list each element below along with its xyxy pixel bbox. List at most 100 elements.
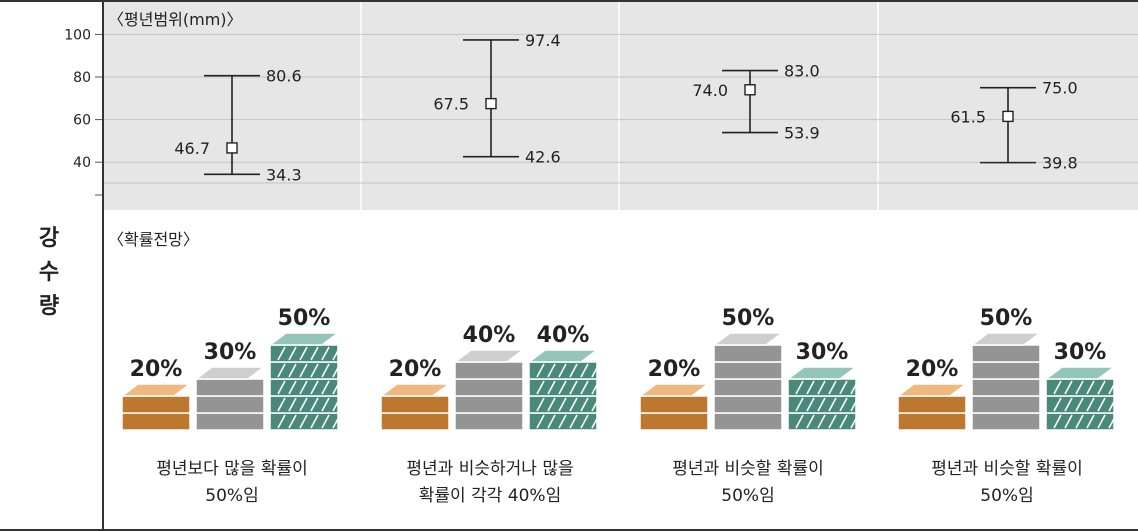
block-hatch — [299, 397, 308, 412]
block-hatch — [547, 414, 556, 429]
probability-label: 40% — [537, 323, 590, 348]
block-top — [895, 383, 969, 397]
block-hatch — [817, 380, 826, 395]
probability-label: 20% — [906, 357, 959, 382]
block-hatch — [332, 414, 341, 429]
block-hatch — [580, 414, 589, 429]
y-tick-label: 80 — [73, 70, 91, 86]
caption-line: 평년과 비슷할 확률이 — [672, 459, 824, 479]
block-hatch — [1064, 397, 1073, 412]
block-hatch — [277, 363, 286, 378]
block-hatch — [288, 397, 297, 412]
block-hatch — [277, 414, 286, 429]
block-hatch — [569, 397, 578, 412]
block-front — [454, 378, 524, 397]
block-top — [193, 366, 267, 380]
block-hatch — [795, 397, 804, 412]
block-hatch — [1108, 397, 1117, 412]
block-hatch — [1097, 380, 1106, 395]
block-top — [378, 383, 452, 397]
block-front — [639, 395, 709, 414]
block-front — [971, 344, 1041, 363]
low-value-label: 34.3 — [266, 165, 302, 184]
high-value-label: 75.0 — [1042, 79, 1078, 98]
precipitation-row-label: 강 수 량 — [34, 222, 64, 324]
block-top — [785, 366, 859, 380]
top-border — [0, 0, 1138, 2]
probability-label: 50% — [980, 306, 1033, 331]
y-tick-label: 100 — [64, 27, 91, 43]
block-hatch — [850, 414, 859, 429]
block-hatch — [580, 397, 589, 412]
block-hatch — [1053, 380, 1062, 395]
block-top — [526, 349, 600, 363]
block-hatch — [558, 363, 567, 378]
block-hatch — [299, 363, 308, 378]
block-front — [897, 395, 967, 414]
probability-label: 30% — [796, 340, 849, 365]
block-hatch — [1097, 397, 1106, 412]
block-hatch — [806, 397, 815, 412]
block-front — [971, 361, 1041, 380]
block-hatch — [277, 346, 286, 361]
forecast-caption: 평년과 비슷할 확률이 50%임 — [628, 456, 868, 510]
block-hatch — [321, 363, 330, 378]
block-hatch — [1053, 397, 1062, 412]
block-hatch — [277, 380, 286, 395]
block-hatch — [850, 397, 859, 412]
caption-line: 평년과 비슷하거나 많을 — [406, 459, 574, 479]
block-top — [637, 383, 711, 397]
block-hatch — [310, 346, 319, 361]
block-front — [195, 378, 265, 397]
block-hatch — [310, 380, 319, 395]
block-top — [711, 332, 785, 346]
side-label-char: 수 — [38, 260, 60, 285]
block-top — [969, 332, 1043, 346]
block-hatch — [795, 380, 804, 395]
block-hatch — [1053, 414, 1062, 429]
mid-value-label: 61.5 — [950, 107, 986, 126]
block-top — [452, 349, 526, 363]
block-hatch — [1064, 380, 1073, 395]
probability-label: 20% — [648, 357, 701, 382]
block-hatch — [817, 414, 826, 429]
block-front — [713, 361, 783, 380]
block-top — [119, 383, 193, 397]
block-hatch — [569, 414, 578, 429]
probability-label: 50% — [722, 306, 775, 331]
block-hatch — [591, 414, 600, 429]
block-hatch — [569, 380, 578, 395]
probability-label: 30% — [1054, 340, 1107, 365]
block-hatch — [1075, 397, 1084, 412]
block-hatch — [839, 414, 848, 429]
caption-line: 확률이 각각 40%임 — [418, 486, 562, 506]
caption-line: 평년과 비슷할 확률이 — [931, 459, 1083, 479]
block-hatch — [591, 380, 600, 395]
block-hatch — [299, 346, 308, 361]
block-hatch — [828, 414, 837, 429]
caption-line: 평년보다 많을 확률이 — [156, 459, 308, 479]
block-front — [639, 412, 709, 431]
high-value-label: 83.0 — [784, 62, 820, 81]
block-hatch — [1108, 380, 1117, 395]
block-hatch — [332, 380, 341, 395]
block-front — [380, 395, 450, 414]
block-hatch — [321, 414, 330, 429]
block-hatch — [288, 414, 297, 429]
bottom-border — [0, 529, 1138, 531]
median-marker — [226, 142, 238, 154]
block-hatch — [277, 397, 286, 412]
block-hatch — [536, 363, 545, 378]
block-hatch — [828, 380, 837, 395]
probability-label: 30% — [204, 340, 257, 365]
block-hatch — [828, 397, 837, 412]
mid-value-label: 46.7 — [174, 139, 210, 158]
probability-section-title: 〈확률전망〉 — [108, 230, 199, 249]
block-hatch — [806, 414, 815, 429]
block-front — [713, 395, 783, 414]
probability-label: 50% — [278, 306, 331, 331]
block-front — [971, 412, 1041, 431]
block-hatch — [569, 363, 578, 378]
probability-label: 20% — [130, 357, 183, 382]
